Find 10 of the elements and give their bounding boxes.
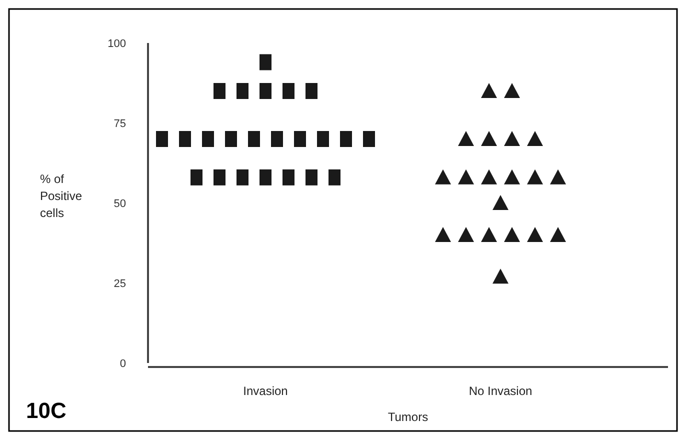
y-tick-label: 50 (114, 198, 126, 210)
y-tick-label: 100 (108, 38, 126, 50)
y-tick-label: 0 (120, 358, 126, 370)
y-tick-label: 75 (114, 118, 126, 130)
y-tick-label: 25 (114, 278, 126, 290)
x-tick-label: Invasion (243, 384, 288, 398)
x-tick-label: No Invasion (468, 384, 532, 398)
text: 10C (26, 398, 66, 423)
y-axis-title: % of Positive cells (40, 172, 82, 220)
x-axis-title: Tumors (388, 410, 428, 424)
